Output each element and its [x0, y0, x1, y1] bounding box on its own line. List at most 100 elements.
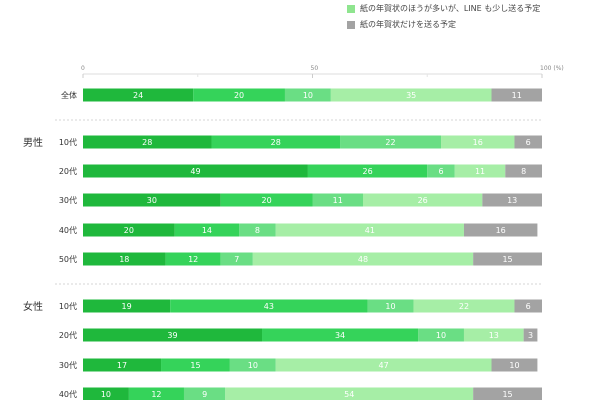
bar-segment	[330, 88, 492, 102]
bar-segment	[340, 135, 442, 149]
bar-segment-label: 10	[385, 302, 395, 311]
bar-segment	[441, 135, 515, 149]
bar-segment-label: 18	[119, 255, 129, 264]
bar-segment	[220, 252, 253, 266]
bar-segment	[463, 223, 538, 237]
bar-segment-label: 11	[333, 196, 343, 205]
bar-segment	[193, 88, 285, 102]
bar-segment	[523, 328, 538, 342]
bar-segment-label: 20	[124, 226, 134, 235]
bar-segment	[307, 164, 428, 178]
bar-segment-label: 12	[151, 390, 161, 399]
legend-swatch-gray	[347, 20, 355, 29]
bar-segment-label: 12	[188, 255, 198, 264]
bar-segment	[128, 387, 184, 400]
bar-segment	[170, 299, 368, 313]
bar-segment-label: 10	[248, 361, 258, 370]
row-label: 20代	[59, 330, 77, 340]
bar-segment-label: 35	[406, 91, 416, 100]
bar-segment-label: 49	[190, 167, 200, 176]
group-label: 女性	[23, 300, 43, 313]
bar-segment-label: 11	[475, 167, 485, 176]
row-label: 全体	[61, 90, 77, 100]
bar-segment-label: 26	[418, 196, 428, 205]
bar-segment	[427, 164, 455, 178]
bar-segment	[284, 88, 331, 102]
bar-segment-label: 14	[202, 226, 212, 235]
bar-segment	[83, 328, 263, 342]
bar-segment	[252, 252, 474, 266]
legend-label: 紙の年賀状のほうが多いが、LINE も少し送る予定	[360, 4, 541, 13]
row-label: 10代	[59, 301, 77, 311]
bar-segment-label: 13	[507, 196, 517, 205]
bar-segment	[83, 252, 166, 266]
bar-segment-label: 7	[234, 255, 239, 264]
bar-segment	[165, 252, 221, 266]
bar-segment	[491, 88, 542, 102]
bar-segment-label: 9	[202, 390, 207, 399]
bar-segment	[275, 358, 492, 372]
bar-segment-label: 30	[147, 196, 157, 205]
bar-segment-label: 39	[167, 331, 177, 340]
bar-segment-label: 15	[502, 390, 512, 399]
bar-segment-label: 13	[489, 331, 499, 340]
bar-segment	[454, 164, 506, 178]
bar-segment	[220, 193, 313, 207]
bar-segment-label: 20	[234, 91, 244, 100]
bar-segment-label: 34	[335, 331, 345, 340]
row-label: 40代	[59, 389, 77, 399]
bar-segment-label: 8	[255, 226, 260, 235]
bar-segment	[505, 164, 542, 178]
bar-segment-label: 28	[271, 138, 281, 147]
bar-segment-label: 6	[438, 167, 443, 176]
bar-segment	[83, 358, 162, 372]
bar-segment	[183, 387, 226, 400]
bar-segment	[473, 252, 542, 266]
bar-segment	[225, 387, 474, 400]
row-label: 50代	[59, 254, 77, 264]
bar-segment-label: 6	[526, 138, 531, 147]
bar-segment-label: 47	[379, 361, 389, 370]
bar-segment	[275, 223, 464, 237]
bar-segment-label: 22	[459, 302, 469, 311]
bar-segment-label: 6	[526, 302, 531, 311]
row-label: 40代	[59, 225, 77, 235]
bar-segment-label: 3	[528, 331, 533, 340]
bar-segment-label: 10	[303, 91, 313, 100]
bar-segment-label: 28	[142, 138, 152, 147]
legend-item-paper-and-line: 紙の年賀状のほうが多いが、LINE も少し送る予定	[347, 3, 540, 14]
bar-segment-label: 24	[133, 91, 143, 100]
bar-segment	[491, 358, 538, 372]
row-label: 10代	[59, 137, 77, 147]
bar-segment-label: 17	[117, 361, 127, 370]
bar-segment	[83, 88, 194, 102]
bar-segment-label: 48	[358, 255, 368, 264]
bar-segment-label: 43	[264, 302, 274, 311]
bar-segment	[83, 299, 171, 313]
axis-tick-label: 50	[311, 65, 319, 72]
bar-segment	[83, 135, 212, 149]
bar-segment	[514, 299, 542, 313]
bar-segment-label: 10	[436, 331, 446, 340]
bar-segment	[413, 299, 515, 313]
bar-segment-label: 26	[362, 167, 372, 176]
bar-segment-label: 16	[496, 226, 506, 235]
legend-swatch-light-green	[347, 4, 355, 13]
bar-segment	[362, 193, 483, 207]
bar-segment	[83, 387, 129, 400]
bar-segment-label: 19	[122, 302, 132, 311]
bar-segment	[514, 135, 542, 149]
group-label: 男性	[23, 136, 43, 149]
bar-segment	[174, 223, 240, 237]
bar-segment	[83, 193, 221, 207]
bar-segment	[473, 387, 542, 400]
legend-label: 紙の年賀状だけを送る予定	[360, 20, 456, 29]
row-label: 30代	[59, 195, 77, 205]
bar-segment	[83, 223, 175, 237]
bar-segment	[482, 193, 542, 207]
bar-segment	[161, 358, 230, 372]
bar-segment	[312, 193, 363, 207]
bar-segment-label: 15	[502, 255, 512, 264]
bar-segment-label: 20	[262, 196, 272, 205]
